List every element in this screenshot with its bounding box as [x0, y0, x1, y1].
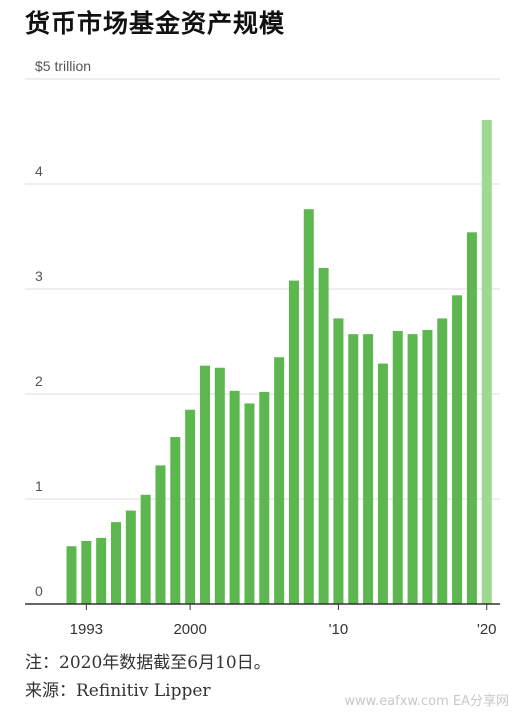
bar-2018 [452, 295, 463, 604]
y-tick-label: 4 [35, 163, 43, 179]
bar-2012 [363, 334, 374, 604]
bar-2001 [199, 365, 210, 604]
bars [66, 119, 492, 605]
bar-1996 [125, 510, 136, 604]
bar-1994 [96, 537, 107, 604]
bar-1993 [81, 541, 92, 604]
y-tick-label: 1 [35, 478, 43, 494]
watermark: www.eafxw.com EA分享网 [344, 694, 509, 709]
bar-1992 [66, 546, 77, 604]
x-axis: 1993 2000 '10 '20 [25, 603, 500, 638]
bar-2013 [377, 363, 388, 604]
x-tick-label: '20 [477, 621, 497, 638]
y-axis-tick-labels: 0 1 2 3 4 $5 trillion [35, 58, 91, 599]
chart-title: 货币市场基金资产规模 [25, 9, 286, 38]
footnote: 注：2020年数据截至6月10日。 [25, 653, 271, 673]
bar-2010 [333, 318, 344, 604]
bar-2006 [274, 357, 285, 604]
y-tick-label: 3 [35, 268, 43, 284]
y-tick-label: 0 [35, 583, 43, 599]
bar-2015 [407, 334, 418, 604]
x-tick-label: 2000 [173, 621, 206, 638]
y-tick-label: 2 [35, 373, 43, 389]
bar-1997 [140, 494, 151, 604]
bar-2008 [303, 209, 314, 604]
bar-2004 [244, 403, 255, 604]
bar-2016 [422, 329, 433, 604]
bar-1999 [170, 437, 181, 604]
bar-2019 [466, 232, 477, 605]
bar-2017 [437, 318, 448, 604]
bar-2000 [185, 409, 196, 604]
x-tick-label: 1993 [70, 621, 103, 638]
bar-1995 [110, 522, 121, 604]
bar-2011 [348, 334, 359, 604]
bar-2009 [318, 268, 329, 604]
bar-2003 [229, 390, 240, 604]
bar-2002 [214, 367, 225, 604]
bar-2020 [481, 119, 492, 604]
bar-1998 [155, 465, 166, 604]
y-tick-label: $5 trillion [35, 58, 91, 74]
source-note: 来源：Refinitiv Lipper [25, 681, 211, 701]
x-tick-label: '10 [329, 621, 349, 638]
bar-2007 [288, 280, 299, 604]
bar-2005 [259, 391, 270, 604]
bar-2014 [392, 331, 403, 604]
